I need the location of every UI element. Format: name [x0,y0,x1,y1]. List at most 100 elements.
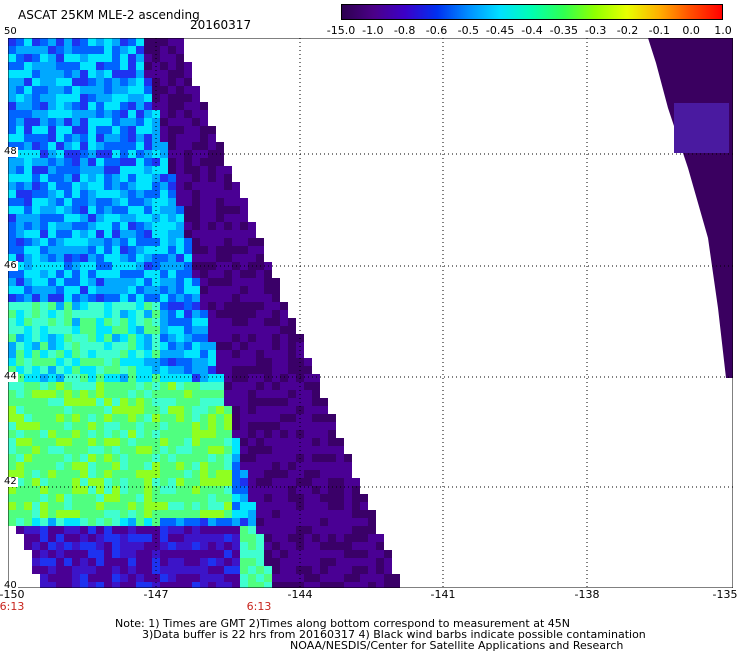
swath-cell [296,582,304,588]
swath-cell [160,166,168,174]
swath-cell [168,38,176,46]
colorbar-tick-label: -1.0 [362,24,384,37]
swath-cell [104,70,112,78]
swath-cell [312,454,320,462]
swath-cell [176,110,184,118]
swath-cell [160,70,168,78]
swath-cell [120,254,128,262]
swath-cell [248,518,256,526]
swath-cell [304,422,312,430]
swath-cell [200,310,208,318]
swath-cell [208,134,216,142]
swath-cell [80,566,88,574]
swath-cell [136,326,144,334]
swath-cell [176,158,184,166]
swath-cell [168,462,176,470]
swath-cell [312,414,320,422]
swath-cell [192,422,200,430]
swath-cell [48,38,56,46]
swath-cell [64,526,72,534]
swath-cell [208,398,216,406]
swath-cell [320,438,328,446]
swath-cell [360,574,368,582]
swath-cell [304,438,312,446]
swath-cell [8,422,16,430]
swath-cell [32,390,40,398]
swath-cell [96,574,104,582]
swath-cell [40,222,48,230]
swath-cell [128,326,136,334]
swath-cell [120,38,128,46]
swath-cell [56,206,64,214]
swath-cell [272,318,280,326]
swath-cell [88,286,96,294]
swath-cell [304,478,312,486]
swath-cell [304,462,312,470]
swath-cell [16,238,24,246]
swath-cell [8,46,16,54]
swath-cell [184,134,192,142]
swath-cell [352,486,360,494]
swath-cell [16,246,24,254]
swath-cell [160,566,168,574]
swath-cell [88,462,96,470]
swath-cell [64,502,72,510]
swath-cell [104,38,112,46]
swath-cell [144,446,152,454]
swath-cell [208,246,216,254]
swath-cell [224,422,232,430]
swath-cell [144,326,152,334]
swath-cell [80,582,88,588]
swath-cell [216,534,224,542]
swath-cell [312,382,320,390]
swath-cell [80,78,88,86]
swath-cell [168,494,176,502]
swath-cell [184,462,192,470]
swath-cell [248,406,256,414]
swath-cell [88,502,96,510]
swath-cell [312,550,320,558]
swath-cell [264,550,272,558]
swath-cell [160,62,168,70]
swath-cell [128,206,136,214]
swath-cell [160,318,168,326]
swath-cell [208,302,216,310]
swath-cell [24,110,32,118]
swath-cell [64,94,72,102]
swath-cell [272,326,280,334]
swath-cell [24,486,32,494]
swath-cell [24,446,32,454]
swath-cell [168,342,176,350]
swath-cell [32,158,40,166]
swath-cell [64,142,72,150]
swath-cell [184,142,192,150]
swath-cell [160,454,168,462]
swath-cell [256,238,264,246]
swath-cell [40,430,48,438]
swath-cell [112,102,120,110]
swath-cell [64,102,72,110]
swath-cell [248,238,256,246]
swath-cell [360,534,368,542]
swath-cell [104,78,112,86]
swath-cell [192,134,200,142]
swath-cell [272,462,280,470]
colorbar-tick-label: -0.35 [549,24,579,37]
swath-cell [320,454,328,462]
swath-cell [48,494,56,502]
swath-cell [120,54,128,62]
swath-cell [272,422,280,430]
swath-cell [168,406,176,414]
swath-cell [80,54,88,62]
swath-cell [200,566,208,574]
swath-cell [144,182,152,190]
swath-cell [88,222,96,230]
swath-cell [368,550,376,558]
swath-cell [256,278,264,286]
swath-cell [48,550,56,558]
swath-cell [176,86,184,94]
swath-cell [8,118,16,126]
swath-cell [24,166,32,174]
swath-cell [128,574,136,582]
swath-cell [240,238,248,246]
